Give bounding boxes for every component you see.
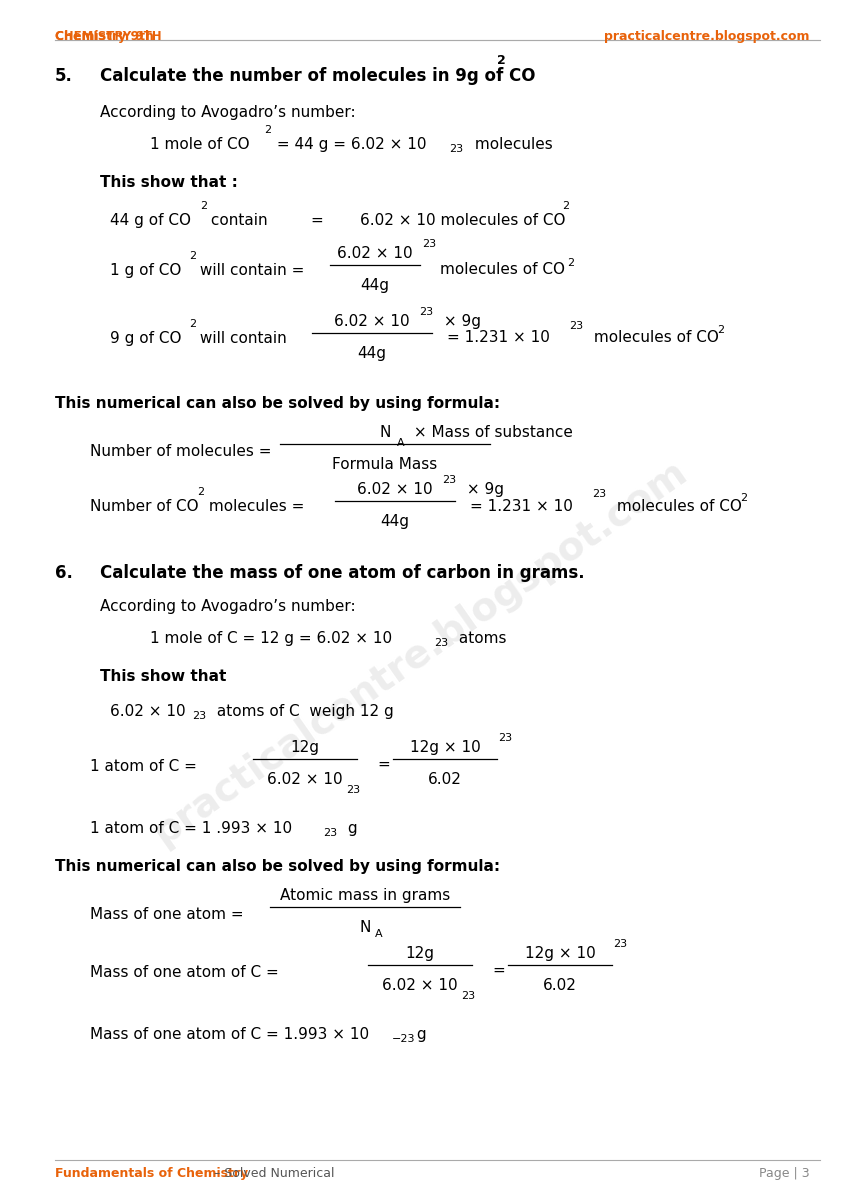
Text: A: A <box>375 929 383 939</box>
Text: = 1.231 × 10: = 1.231 × 10 <box>470 499 573 513</box>
Text: =: = <box>377 756 390 772</box>
Text: 23: 23 <box>498 733 512 743</box>
Text: will contain =: will contain = <box>195 263 305 278</box>
Text: = 1.231 × 10: = 1.231 × 10 <box>447 331 550 345</box>
Text: Mass of one atom of C =: Mass of one atom of C = <box>90 965 278 980</box>
Text: 1 mole of CO: 1 mole of CO <box>150 137 250 151</box>
Text: 44g: 44g <box>361 278 390 293</box>
Text: 1 atom of C = 1 .993 × 10: 1 atom of C = 1 .993 × 10 <box>90 821 292 837</box>
Text: atoms of C  weigh 12 g: atoms of C weigh 12 g <box>212 704 394 719</box>
Text: =: = <box>492 963 505 977</box>
Text: 23: 23 <box>346 785 360 795</box>
Text: 6.02 × 10: 6.02 × 10 <box>337 246 413 261</box>
Text: = 44 g = 6.02 × 10: = 44 g = 6.02 × 10 <box>272 137 426 151</box>
Text: 23: 23 <box>419 307 433 317</box>
Text: 23: 23 <box>449 144 463 154</box>
Text: 2: 2 <box>198 487 205 496</box>
Text: molecules of CO: molecules of CO <box>589 331 719 345</box>
Text: 2: 2 <box>567 258 574 268</box>
Text: × Mass of substance: × Mass of substance <box>409 426 573 440</box>
Text: 2: 2 <box>717 325 724 335</box>
Text: 12g: 12g <box>406 946 435 962</box>
Text: 23: 23 <box>569 321 583 331</box>
Text: 6.02: 6.02 <box>543 978 577 993</box>
Text: molecules =: molecules = <box>204 499 305 514</box>
Text: According to Avogadro’s number:: According to Avogadro’s number: <box>100 105 356 120</box>
Text: 5.: 5. <box>55 67 73 85</box>
Text: 1 g of CO: 1 g of CO <box>110 263 182 278</box>
Text: 6.02 × 10: 6.02 × 10 <box>335 314 410 329</box>
Text: 23: 23 <box>422 239 436 249</box>
Text: 44g: 44g <box>380 514 409 529</box>
Text: −23: −23 <box>392 1034 415 1045</box>
Text: molecules of CO: molecules of CO <box>612 499 742 513</box>
Text: 6.: 6. <box>55 564 73 582</box>
Text: Page | 3: Page | 3 <box>759 1167 810 1180</box>
Text: 6.02 × 10: 6.02 × 10 <box>267 772 343 787</box>
Text: This numerical can also be solved by using formula:: This numerical can also be solved by usi… <box>55 395 500 411</box>
Text: Number of molecules =: Number of molecules = <box>90 444 272 459</box>
Text: A: A <box>396 438 404 448</box>
Text: 23: 23 <box>613 939 627 950</box>
Text: 6.02 × 10: 6.02 × 10 <box>357 482 433 496</box>
Text: 23: 23 <box>323 828 337 838</box>
Text: This show that: This show that <box>100 670 227 684</box>
Text: g: g <box>412 1027 427 1042</box>
Text: 2: 2 <box>497 54 506 67</box>
Text: g: g <box>343 821 357 837</box>
Text: CHEMISTRY 9TH: CHEMISTRY 9TH <box>55 30 161 43</box>
Text: × 9g: × 9g <box>439 314 481 329</box>
Text: 12g: 12g <box>290 740 319 755</box>
Text: Formula Mass: Formula Mass <box>332 457 437 472</box>
Text: 6.02: 6.02 <box>428 772 462 787</box>
Text: × 9g: × 9g <box>462 482 504 496</box>
Text: 6.02 × 10: 6.02 × 10 <box>382 978 458 993</box>
Text: practicalcentre.blogspot.com: practicalcentre.blogspot.com <box>146 452 694 852</box>
Text: contain: contain <box>206 213 267 228</box>
Text: 12g × 10: 12g × 10 <box>409 740 481 755</box>
Text: According to Avogadro’s number:: According to Avogadro’s number: <box>100 599 356 614</box>
Text: 2: 2 <box>265 125 272 135</box>
Text: molecules: molecules <box>470 137 553 151</box>
Text: Mass of one atom of C = 1.993 × 10: Mass of one atom of C = 1.993 × 10 <box>90 1027 369 1042</box>
Text: 23: 23 <box>592 489 606 499</box>
Text: 44 g of CO: 44 g of CO <box>110 213 191 228</box>
Text: 6.02 × 10 molecules of CO: 6.02 × 10 molecules of CO <box>360 213 565 228</box>
Text: 12g × 10: 12g × 10 <box>525 946 595 962</box>
Text: 1 atom of C =: 1 atom of C = <box>90 758 197 774</box>
Text: N: N <box>380 426 391 440</box>
Text: Fundamentals of Chemistry: Fundamentals of Chemistry <box>55 1167 248 1180</box>
Text: 23: 23 <box>434 638 448 648</box>
Text: 44g: 44g <box>357 346 386 361</box>
Text: This show that :: This show that : <box>100 175 238 190</box>
Text: 23: 23 <box>192 712 206 721</box>
Text: 23: 23 <box>461 990 475 1001</box>
Text: Calculate the number of molecules in 9g of CO: Calculate the number of molecules in 9g … <box>100 67 536 85</box>
Text: 9 g of CO: 9 g of CO <box>110 331 182 346</box>
Text: 2: 2 <box>189 251 196 261</box>
Text: N: N <box>359 920 371 935</box>
Text: Chemistry 9th: Chemistry 9th <box>55 30 154 43</box>
Text: 1 mole of C = 12 g = 6.02 × 10: 1 mole of C = 12 g = 6.02 × 10 <box>150 631 392 645</box>
Text: 2: 2 <box>189 319 196 329</box>
Text: – Solved Numerical: – Solved Numerical <box>210 1167 335 1180</box>
Text: molecules of CO: molecules of CO <box>440 262 565 278</box>
Text: atoms: atoms <box>454 631 507 645</box>
Text: 6.02 × 10: 6.02 × 10 <box>110 704 186 719</box>
Text: 2: 2 <box>200 201 207 212</box>
Text: 2: 2 <box>740 493 747 502</box>
Text: Calculate the mass of one atom of carbon in grams.: Calculate the mass of one atom of carbon… <box>100 564 585 582</box>
Text: Atomic mass in grams: Atomic mass in grams <box>280 888 450 903</box>
Text: This numerical can also be solved by using formula:: This numerical can also be solved by usi… <box>55 859 500 874</box>
Text: Number of CO: Number of CO <box>90 499 199 514</box>
Text: practicalcentre.blogspot.com: practicalcentre.blogspot.com <box>604 30 810 43</box>
Text: 2: 2 <box>562 201 569 212</box>
Text: =: = <box>310 213 323 228</box>
Text: 23: 23 <box>442 475 456 484</box>
Text: will contain: will contain <box>195 331 287 346</box>
Text: Mass of one atom =: Mass of one atom = <box>90 908 244 922</box>
